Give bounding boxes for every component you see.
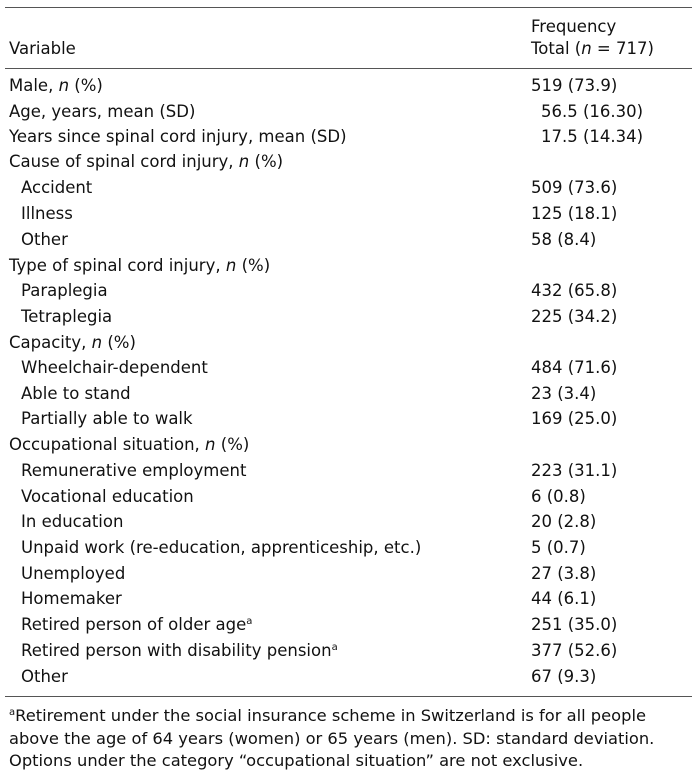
footnote-line-2: above the age of 64 years (women) or 65 … — [9, 728, 655, 748]
table-row: Male, n (%) 519 (73.9) — [0, 73, 700, 98]
row-value: 377 (52.6) — [531, 641, 618, 660]
row-value: 519 (73.9) — [531, 76, 618, 95]
row-value: 56.5 (16.30) — [541, 102, 644, 121]
header-total-n: n — [581, 39, 592, 58]
footnote-line-3: Options under the category “occupational… — [9, 751, 584, 770]
row-label: Male, n (%) — [9, 76, 103, 95]
row-label: Unpaid work (re-education, apprenticeshi… — [21, 538, 422, 557]
row-label: Age, years, mean (SD) — [9, 102, 196, 121]
table-top-rule — [5, 7, 692, 8]
table-row: Vocational education 6 (0.8) — [0, 484, 700, 509]
row-label: Wheelchair-dependent — [21, 358, 208, 377]
table-row: Unemployed 27 (3.8) — [0, 561, 700, 586]
table-row: Retired person of older agea 251 (35.0) — [0, 612, 700, 637]
table-row: Retired person with disability pensiona 3… — [0, 638, 700, 663]
table-row: In education 20 (2.8) — [0, 509, 700, 534]
row-label: Tetraplegia — [21, 307, 113, 326]
footnote-marker: a — [9, 707, 16, 718]
table-row: Age, years, mean (SD) 56.5 (16.30) — [0, 99, 700, 124]
row-value: 169 (25.0) — [531, 409, 618, 428]
row-label: Type of spinal cord injury, n (%) — [9, 256, 271, 275]
row-value: 251 (35.0) — [531, 615, 618, 634]
row-value: 23 (3.4) — [531, 384, 597, 403]
row-label: Retired person with disability pensiona — [21, 641, 338, 660]
row-label: Years since spinal cord injury, mean (SD… — [9, 127, 347, 146]
row-value: 125 (18.1) — [531, 204, 618, 223]
row-label: Retired person of older agea — [21, 615, 253, 634]
table-row: Years since spinal cord injury, mean (SD… — [0, 124, 700, 149]
row-value: 20 (2.8) — [531, 512, 597, 531]
table-row: Partially able to walk 169 (25.0) — [0, 406, 700, 431]
header-frequency: Frequency — [531, 17, 617, 36]
table-row: Paraplegia 432 (65.8) — [0, 278, 700, 303]
table-row: Occupational situation, n (%) — [0, 432, 700, 457]
row-label: In education — [21, 512, 124, 531]
header-total-prefix: Total ( — [531, 39, 582, 58]
row-label: Remunerative employment — [21, 461, 247, 480]
row-label: Partially able to walk — [21, 409, 193, 428]
row-value: 17.5 (14.34) — [541, 127, 644, 146]
table-row: Cause of spinal cord injury, n (%) — [0, 149, 700, 174]
table-row: Unpaid work (re-education, apprenticeshi… — [0, 535, 700, 560]
table-row: Illness 125 (18.1) — [0, 201, 700, 226]
row-label: Paraplegia — [21, 281, 108, 300]
row-label: Capacity, n (%) — [9, 333, 136, 352]
table-row: Accident 509 (73.6) — [0, 175, 700, 200]
row-label: Unemployed — [21, 564, 126, 583]
header-total: Total (n = 717) — [531, 39, 654, 59]
table-bottom-rule — [5, 696, 692, 697]
row-value: 44 (6.1) — [531, 589, 597, 608]
row-label: Able to stand — [21, 384, 131, 403]
row-label: Accident — [21, 178, 93, 197]
row-value: 67 (9.3) — [531, 667, 597, 686]
row-value: 223 (31.1) — [531, 461, 618, 480]
header-total-suffix: = 717) — [591, 39, 654, 58]
row-value: 432 (65.8) — [531, 281, 618, 300]
row-value: 6 (0.8) — [531, 487, 586, 506]
table-row: Other 67 (9.3) — [0, 664, 700, 689]
table-row: Type of spinal cord injury, n (%) — [0, 253, 700, 278]
table-row: Homemaker 44 (6.1) — [0, 586, 700, 611]
table-row: Remunerative employment 223 (31.1) — [0, 458, 700, 483]
footnote-marker: a — [246, 616, 253, 627]
row-value: 509 (73.6) — [531, 178, 618, 197]
row-label: Illness — [21, 204, 73, 223]
table-footnote: aRetirement under the social insurance s… — [9, 705, 695, 773]
header-variable: Variable — [9, 39, 76, 58]
row-label: Vocational education — [21, 487, 194, 506]
row-label: Cause of spinal cord injury, n (%) — [9, 152, 284, 171]
row-value: 484 (71.6) — [531, 358, 618, 377]
row-label: Homemaker — [21, 589, 122, 608]
row-value: 27 (3.8) — [531, 564, 597, 583]
row-label: Other — [21, 667, 68, 686]
table-row: Capacity, n (%) — [0, 330, 700, 355]
row-label: Occupational situation, n (%) — [9, 435, 250, 454]
row-value: 58 (8.4) — [531, 230, 597, 249]
row-label: Other — [21, 230, 68, 249]
table-row: Tetraplegia 225 (34.2) — [0, 304, 700, 329]
table-header-rule — [5, 68, 692, 69]
table-row: Able to stand 23 (3.4) — [0, 381, 700, 406]
table-row: Wheelchair-dependent 484 (71.6) — [0, 355, 700, 380]
row-value: 5 (0.7) — [531, 538, 586, 557]
table-row: Other 58 (8.4) — [0, 227, 700, 252]
row-value: 225 (34.2) — [531, 307, 618, 326]
footnote-line-1: aRetirement under the social insurance s… — [9, 706, 646, 725]
footnote-marker: a — [331, 642, 338, 653]
